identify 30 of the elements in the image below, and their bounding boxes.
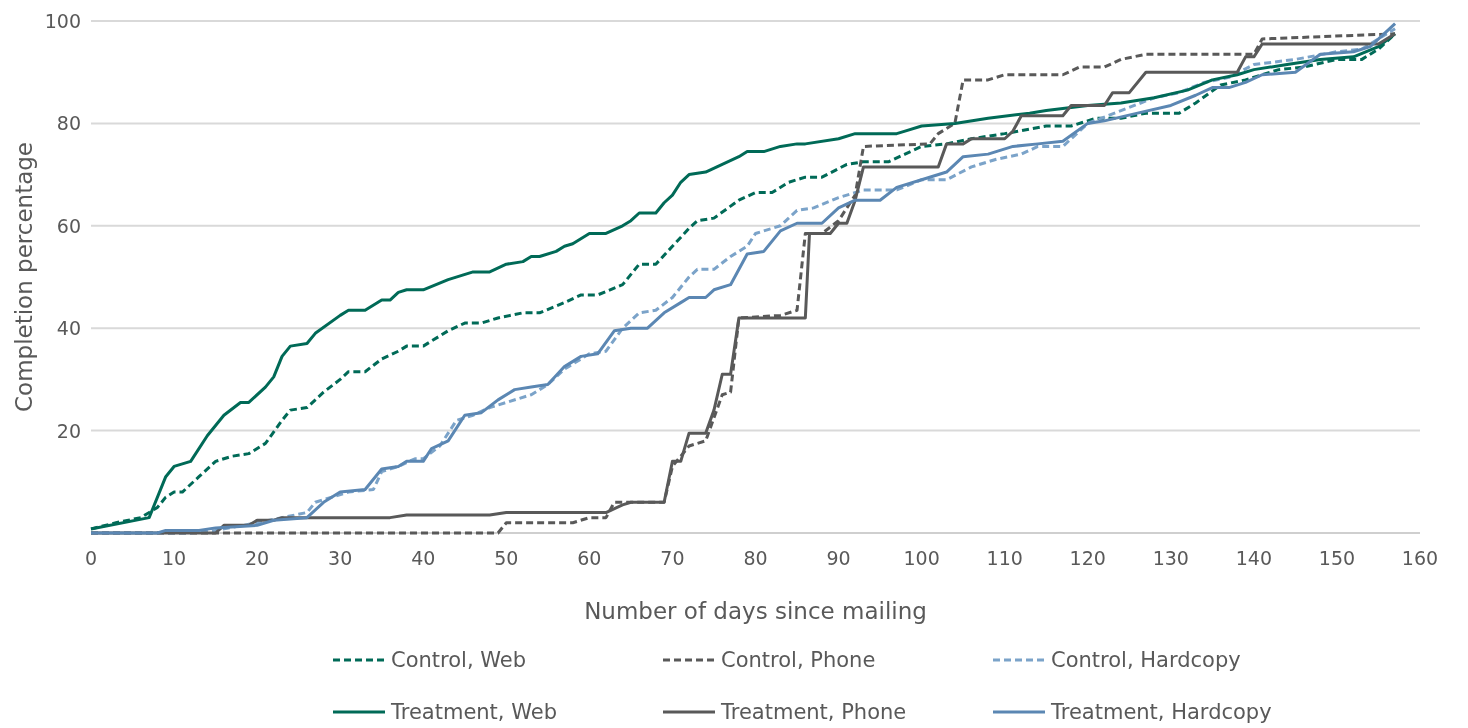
x-tick-label: 80 bbox=[743, 547, 768, 569]
x-tick-label: 30 bbox=[328, 547, 353, 569]
legend-label: Control, Phone bbox=[721, 648, 876, 672]
x-tick-label: 130 bbox=[1152, 547, 1189, 569]
x-tick-label: 100 bbox=[903, 547, 940, 569]
y-tick-label: 100 bbox=[44, 10, 81, 32]
x-tick-label: 0 bbox=[84, 547, 98, 569]
x-tick-label: 50 bbox=[494, 547, 519, 569]
x-tick-label: 40 bbox=[411, 547, 436, 569]
legend-label: Control, Hardcopy bbox=[1051, 648, 1241, 672]
y-tick-label: 60 bbox=[56, 214, 81, 237]
y-tick-label: 80 bbox=[56, 112, 81, 135]
x-tick-label: 150 bbox=[1318, 547, 1356, 569]
x-tick-label: 110 bbox=[986, 547, 1023, 569]
x-tick-label: 90 bbox=[826, 547, 851, 569]
x-tick-label: 10 bbox=[161, 547, 187, 569]
y-tick-label: 40 bbox=[56, 317, 81, 340]
x-tick-label: 70 bbox=[660, 547, 685, 569]
legend-label: Treatment, Web bbox=[390, 700, 557, 724]
x-tick-label: 160 bbox=[1401, 547, 1439, 569]
x-axis-title: Number of days since mailing bbox=[584, 598, 927, 624]
y-tick-label: 20 bbox=[56, 419, 81, 442]
x-tick-label: 20 bbox=[245, 547, 270, 569]
legend-label: Control, Web bbox=[391, 648, 527, 672]
y-axis-title: Completion percentage bbox=[11, 142, 37, 412]
x-tick-label: 120 bbox=[1069, 547, 1106, 569]
x-tick-label: 60 bbox=[577, 547, 602, 569]
legend-label: Treatment, Phone bbox=[720, 700, 907, 724]
legend-label: Treatment, Hardcopy bbox=[1050, 700, 1272, 724]
x-tick-label: 140 bbox=[1235, 547, 1273, 569]
